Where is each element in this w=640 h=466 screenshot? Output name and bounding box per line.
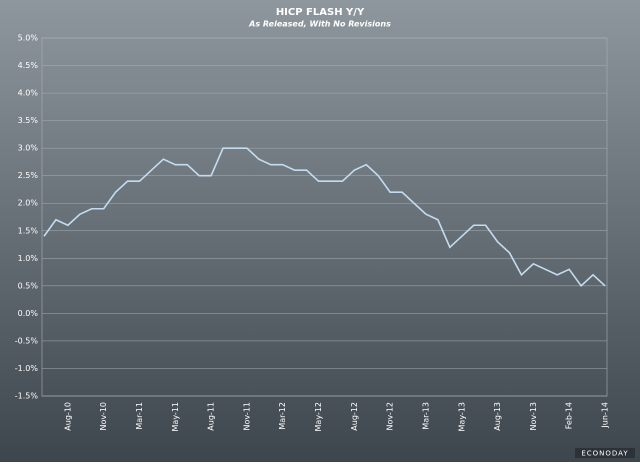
y-tick-label: 5.0% [18,34,39,43]
y-tick-label: 3.5% [18,116,39,125]
y-tick-label: 2.0% [18,199,39,208]
x-tick-label: Feb-14 [565,402,574,429]
x-tick-label: Nov-13 [529,402,538,430]
logo: ECONODAY [581,450,628,458]
y-tick-label: -0.5% [15,336,39,345]
x-tick-label: May-13 [457,402,466,431]
x-tick-label: Nov-10 [99,402,108,430]
x-tick-label: Aug-12 [350,402,359,431]
y-tick-label: -1.0% [15,364,39,373]
y-tick-label: 3.0% [18,144,39,153]
data-line [43,147,606,288]
y-tick-label: 4.5% [18,61,39,70]
x-tick-label: Aug-13 [493,402,502,431]
chart-title: HICP FLASH Y/Y [276,7,365,18]
x-tick-label: Aug-11 [207,402,216,431]
y-tick-label: 4.0% [18,89,39,98]
y-tick-label: 1.5% [18,226,39,235]
x-tick-label: Mar-11 [135,402,144,430]
y-tick-label: 2.5% [18,171,39,180]
logo-box [575,448,635,458]
x-tick-label: May-11 [171,402,180,431]
chart-subtitle: As Released, With No Revisions [248,20,391,29]
y-tick-label: 0.0% [18,309,39,318]
x-tick-label: Nov-12 [386,402,395,430]
x-tick-label: Jun-14 [601,402,610,429]
x-tick-label: Nov-11 [242,402,251,430]
y-tick-label: -1.5% [15,392,39,401]
x-tick-label: May-12 [314,402,323,431]
x-tick-label: Mar-13 [421,402,430,430]
x-tick-label: Mar-12 [278,402,287,430]
x-tick-label: Aug-10 [63,402,72,431]
y-tick-label: 0.5% [18,281,39,290]
y-tick-label: 1.0% [18,254,39,263]
